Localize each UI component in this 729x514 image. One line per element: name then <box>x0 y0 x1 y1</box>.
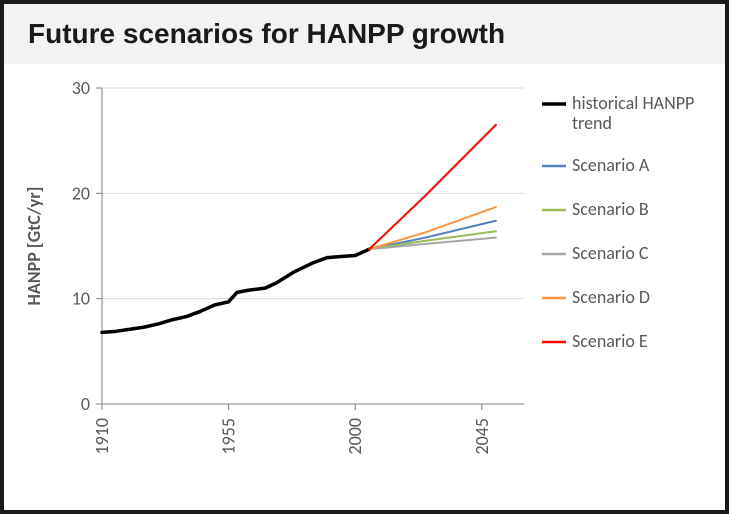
legend-label: trend <box>572 112 612 134</box>
xtick-label: 2000 <box>344 418 366 455</box>
ytick-label: 10 <box>72 288 90 310</box>
xtick-label: 1910 <box>91 418 113 455</box>
chart-title: Future scenarios for HANPP growth <box>28 18 701 50</box>
chart-card: Future scenarios for HANPP growth 0 10 20 3… <box>0 0 729 514</box>
xtick-label: 1955 <box>218 418 240 455</box>
legend-label: Scenario C <box>572 242 649 264</box>
legend-label: historical HANPP <box>572 92 694 114</box>
xtick-label: 2045 <box>471 418 493 455</box>
legend-label: Scenario B <box>572 198 649 220</box>
ytick-label: 0 <box>81 393 90 415</box>
legend-label: Scenario A <box>572 154 650 176</box>
legend-label: Scenario E <box>572 330 648 352</box>
y-axis-title: HANPP [GtC/yr] <box>23 187 45 306</box>
ytick-label: 30 <box>72 77 90 99</box>
ytick-label: 20 <box>72 182 90 204</box>
chart-svg: 0 10 20 30 1910 1955 2000 2045 HANPP [GtC/yr] his… <box>4 64 725 504</box>
legend-label: Scenario D <box>572 286 650 308</box>
chart-area: 0 10 20 30 1910 1955 2000 2045 HANPP [GtC/yr] his… <box>4 64 725 510</box>
title-bar: Future scenarios for HANPP growth <box>4 4 725 64</box>
